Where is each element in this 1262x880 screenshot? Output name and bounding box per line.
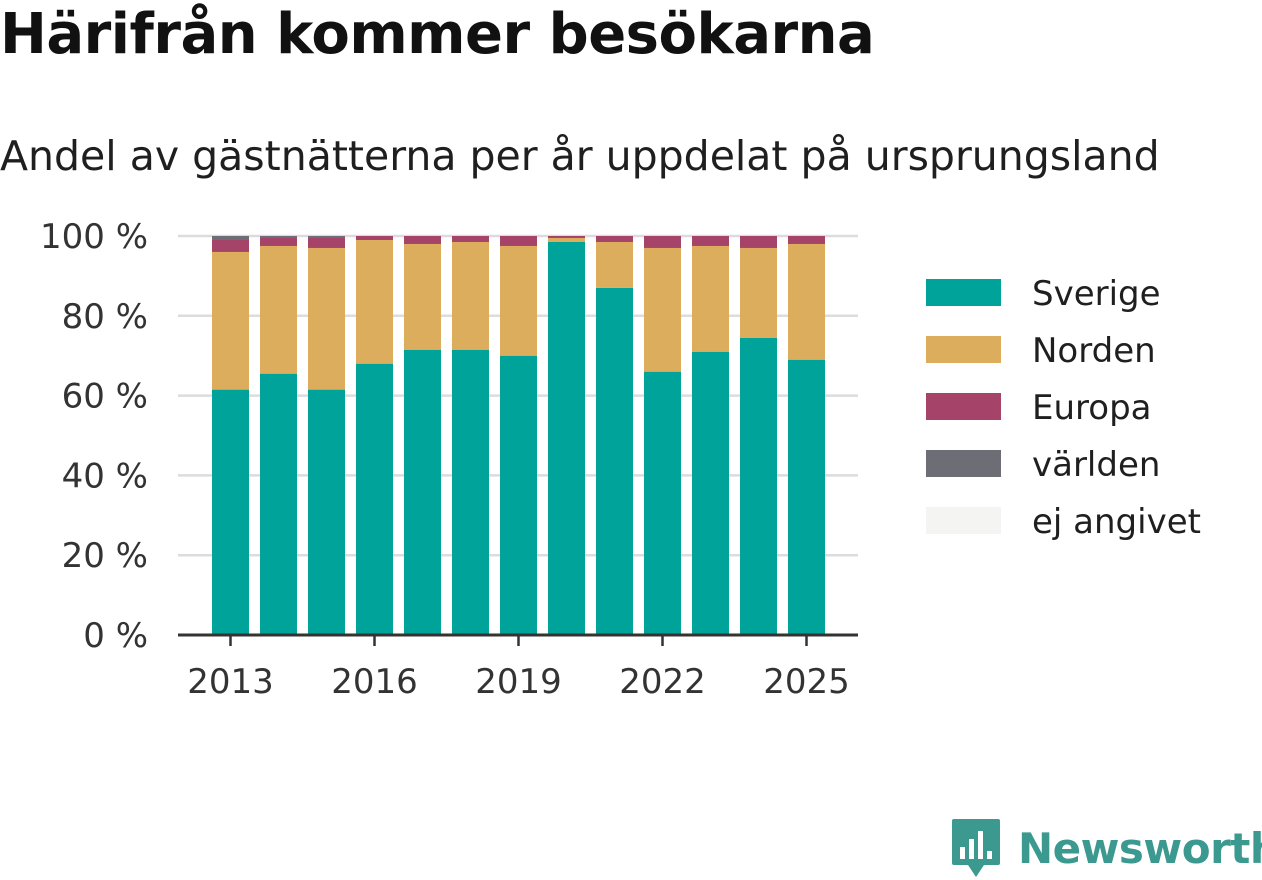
bar-segment bbox=[596, 241, 633, 288]
x-tick-label: 2022 bbox=[619, 662, 706, 702]
y-tick-label: 20 % bbox=[62, 536, 148, 576]
bar-segment bbox=[212, 389, 249, 635]
bar-segment bbox=[356, 363, 393, 635]
bar-segment bbox=[260, 373, 297, 635]
chart-title: Härifrån kommer besökarna bbox=[0, 2, 875, 67]
legend-swatch bbox=[926, 279, 1001, 306]
legend-label: Sverige bbox=[1032, 274, 1161, 314]
legend-label: Norden bbox=[1032, 331, 1156, 371]
y-tick-label: 100 % bbox=[40, 217, 148, 257]
bar-segment bbox=[212, 236, 249, 240]
bar-segment bbox=[260, 245, 297, 374]
bar-segment bbox=[788, 243, 825, 360]
legend-swatch bbox=[926, 393, 1001, 420]
newsworthy-logo: Newsworthy bbox=[950, 816, 1262, 880]
bar-segment bbox=[260, 236, 297, 238]
legend-label: världen bbox=[1032, 445, 1160, 485]
bar-segment bbox=[212, 251, 249, 390]
legend-swatch bbox=[926, 336, 1001, 363]
bar-segment bbox=[452, 349, 489, 635]
legend-label: ej angivet bbox=[1032, 502, 1201, 542]
bar-segment bbox=[740, 236, 777, 248]
legend-swatch bbox=[926, 507, 1001, 534]
brand-name: Newsworthy bbox=[1018, 823, 1262, 873]
bar-segment bbox=[548, 236, 585, 238]
bar-segment bbox=[692, 236, 729, 246]
bar-segment bbox=[548, 237, 585, 242]
bar-segment bbox=[740, 337, 777, 635]
bar-segment bbox=[404, 349, 441, 635]
bar-segment bbox=[740, 247, 777, 338]
bar-segment bbox=[404, 236, 441, 244]
bar-segment bbox=[644, 247, 681, 372]
newsworthy-logo-icon bbox=[952, 819, 1000, 877]
legend-label: Europa bbox=[1032, 388, 1151, 428]
bar-segment bbox=[788, 359, 825, 635]
bar-segment bbox=[692, 245, 729, 352]
y-tick-label: 60 % bbox=[62, 377, 148, 417]
bar-segment bbox=[452, 241, 489, 350]
y-tick-label: 0 % bbox=[83, 616, 148, 656]
bar-segment bbox=[356, 239, 393, 364]
y-tick-label: 80 % bbox=[62, 297, 148, 337]
bar-segment bbox=[500, 355, 537, 635]
x-tick-label: 2019 bbox=[475, 662, 562, 702]
bar-segment bbox=[644, 236, 681, 248]
bar-segment bbox=[212, 239, 249, 252]
bar-segment bbox=[308, 389, 345, 635]
chart-subtitle: Andel av gästnätterna per år uppdelat på… bbox=[0, 132, 1160, 180]
bar-segment bbox=[404, 243, 441, 350]
bar-segment bbox=[788, 236, 825, 244]
x-tick-label: 2016 bbox=[331, 662, 418, 702]
bar-segment bbox=[452, 236, 489, 242]
stacked-bar-chart: 0 % 20 % 40 % 60 % 80 % 100 % 2013 2016 2019 2022… bbox=[40, 217, 1201, 702]
bar-segment bbox=[596, 287, 633, 635]
bar-segment bbox=[692, 351, 729, 635]
bar-segment bbox=[500, 236, 537, 246]
x-tick-label: 2013 bbox=[187, 662, 274, 702]
bar-segment bbox=[356, 236, 393, 240]
bar-segment bbox=[500, 245, 537, 356]
bar-segment bbox=[596, 236, 633, 242]
bar-segment bbox=[308, 237, 345, 248]
bar-segment bbox=[548, 241, 585, 636]
bar-segment bbox=[308, 247, 345, 390]
x-tick-label: 2025 bbox=[763, 662, 850, 702]
bar-segment bbox=[260, 237, 297, 246]
bar-segment bbox=[644, 371, 681, 635]
legend-swatch bbox=[926, 450, 1001, 477]
bar-segment bbox=[308, 236, 345, 238]
y-tick-label: 40 % bbox=[62, 456, 148, 496]
